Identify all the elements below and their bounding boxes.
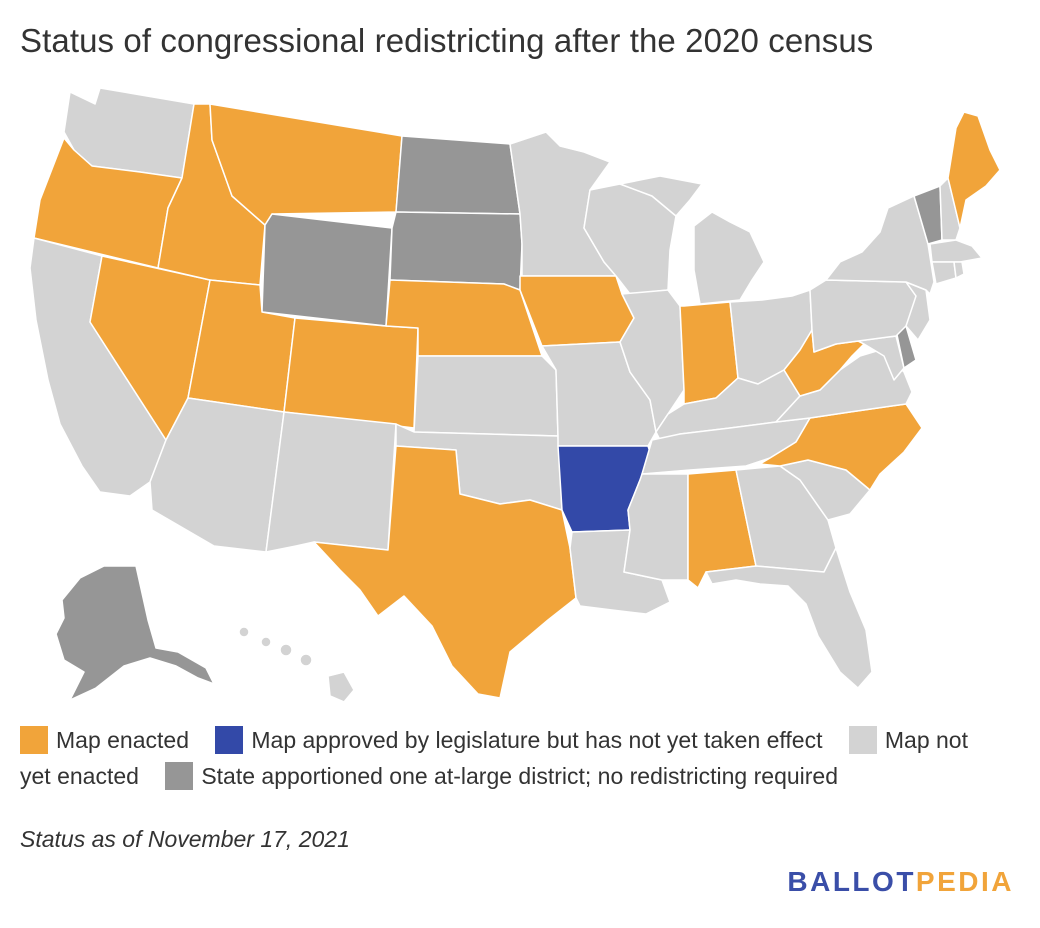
chart-title: Status of congressional redistricting af…	[20, 22, 874, 59]
state-new-hampshire[interactable]	[939, 177, 961, 241]
state-connecticut[interactable]	[931, 261, 957, 285]
state-rhode-island[interactable]	[953, 261, 965, 279]
state-texas[interactable]	[313, 445, 577, 699]
legend-swatch-approved	[215, 726, 244, 754]
state-florida[interactable]	[705, 547, 873, 689]
state-maine[interactable]	[947, 111, 1001, 229]
state-michigan[interactable]	[619, 175, 765, 305]
logo-part-ballot: BALLOT	[787, 866, 916, 897]
legend-label-enacted: Map enacted	[56, 727, 189, 753]
legend: Map enacted Map approved by legislature …	[20, 722, 1020, 794]
state-north-carolina[interactable]	[759, 403, 923, 491]
state-alaska[interactable]	[55, 565, 215, 701]
logo-part-pedia: PEDIA	[915, 866, 1014, 897]
legend-label-approved: Map approved by legislature but has not …	[251, 727, 823, 753]
legend-swatch-not-enacted	[848, 726, 877, 754]
state-north-dakota[interactable]	[395, 135, 521, 215]
legend-label-not-enacted-2: yet enacted	[20, 763, 139, 789]
state-wyoming[interactable]	[261, 213, 393, 327]
legend-swatch-at-large	[165, 762, 194, 790]
legend-item-approved: Map approved by legislature but has not …	[215, 726, 823, 754]
state-mississippi[interactable]	[623, 473, 689, 581]
state-kansas[interactable]	[413, 355, 559, 437]
legend-item-enacted: Map enacted	[20, 726, 189, 754]
legend-item-at-large: State apportioned one at-large district;…	[165, 762, 839, 790]
status-note: Status as of November 17, 2021	[20, 826, 350, 852]
ballotpedia-logo[interactable]: BALLOTPEDIA	[787, 866, 1014, 898]
state-iowa[interactable]	[519, 275, 635, 347]
legend-item-not-enacted: Map not yet enacted	[20, 726, 968, 789]
state-massachusetts[interactable]	[929, 239, 983, 263]
us-map	[0, 80, 1040, 720]
legend-label-at-large: State apportioned one at-large district;…	[201, 763, 839, 789]
state-colorado[interactable]	[283, 317, 419, 429]
legend-label-not-enacted-1: Map not	[884, 727, 968, 753]
legend-swatch-enacted	[20, 726, 48, 754]
state-new-mexico[interactable]	[265, 411, 397, 553]
state-south-dakota[interactable]	[389, 211, 523, 291]
state-hawaii[interactable]	[238, 626, 355, 703]
